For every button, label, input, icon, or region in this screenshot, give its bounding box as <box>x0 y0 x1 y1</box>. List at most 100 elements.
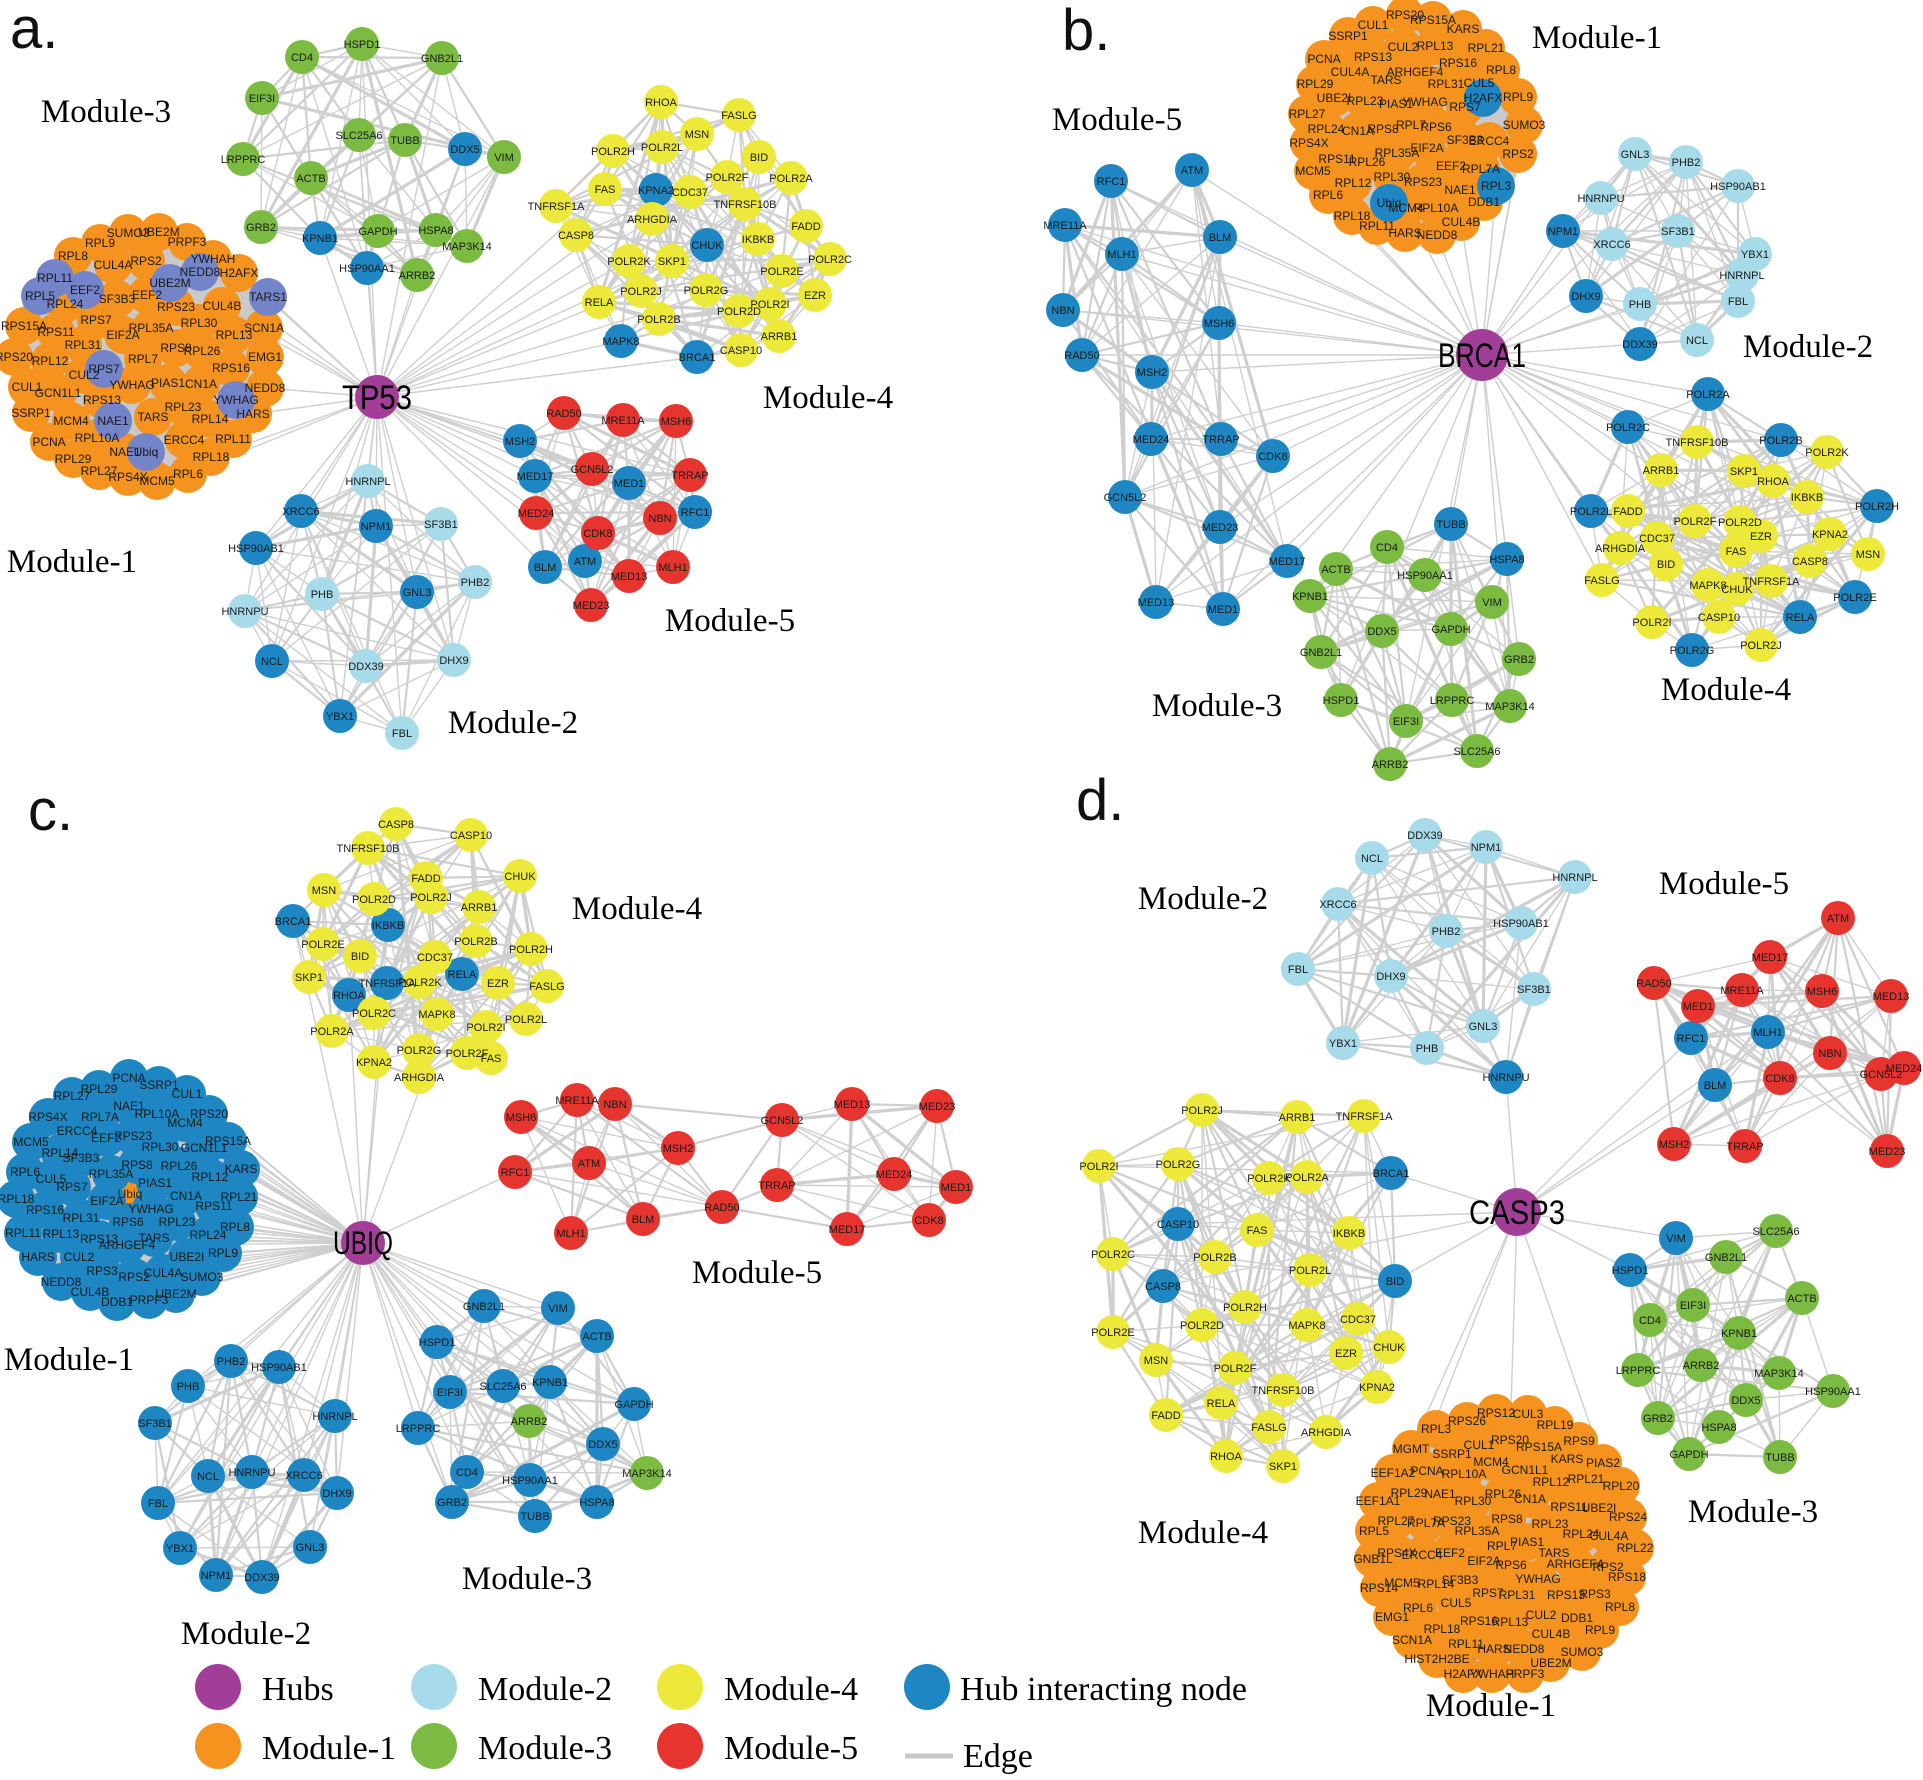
svg-text:RPL24: RPL24 <box>1308 122 1345 136</box>
svg-text:MRE11A: MRE11A <box>555 1095 599 1107</box>
svg-text:RPL8: RPL8 <box>1605 1600 1635 1614</box>
svg-text:SF3B3: SF3B3 <box>63 1151 100 1165</box>
svg-text:RPS16: RPS16 <box>212 361 250 375</box>
svg-text:RPS2: RPS2 <box>118 1270 150 1284</box>
svg-text:MED1: MED1 <box>614 478 645 490</box>
svg-text:RELA: RELA <box>1207 1398 1236 1410</box>
svg-text:MED13: MED13 <box>1873 991 1910 1003</box>
svg-text:RPL21: RPL21 <box>1568 1472 1605 1486</box>
svg-text:TUBB: TUBB <box>520 1511 549 1523</box>
svg-text:GCN5L2: GCN5L2 <box>571 464 614 476</box>
svg-text:SF3B1: SF3B1 <box>424 519 458 531</box>
svg-text:KPNB1: KPNB1 <box>1721 1328 1757 1340</box>
svg-text:RPL29: RPL29 <box>1391 1486 1428 1500</box>
svg-text:HSP90AA1: HSP90AA1 <box>502 1475 558 1487</box>
svg-text:GNB1L: GNB1L <box>1353 1552 1393 1566</box>
svg-text:RPL3: RPL3 <box>1481 179 1511 193</box>
svg-text:POLR2C: POLR2C <box>352 1008 396 1020</box>
svg-text:ARRB2: ARRB2 <box>399 270 436 282</box>
svg-text:SSRP1: SSRP1 <box>11 406 51 420</box>
svg-text:RPL14: RPL14 <box>42 1146 79 1160</box>
svg-text:RPS15A: RPS15A <box>205 1134 251 1148</box>
svg-text:TNFRSF10B: TNFRSF10B <box>1252 1385 1315 1397</box>
svg-text:RPL24: RPL24 <box>1563 1527 1600 1541</box>
svg-text:RPS6: RPS6 <box>1495 1558 1527 1572</box>
svg-text:TNFRSF10B: TNFRSF10B <box>714 199 777 211</box>
svg-text:SKP1: SKP1 <box>1730 466 1758 478</box>
svg-text:RPL24: RPL24 <box>47 297 84 311</box>
svg-text:EIF3I: EIF3I <box>1680 1300 1706 1312</box>
svg-text:CUL5: CUL5 <box>1441 1596 1472 1610</box>
svg-text:LRPPRC: LRPPRC <box>1430 695 1475 707</box>
svg-text:b.: b. <box>1062 0 1110 63</box>
svg-text:CDK8: CDK8 <box>1258 451 1287 463</box>
svg-text:TRRAP: TRRAP <box>758 1180 795 1192</box>
svg-text:RPS8: RPS8 <box>121 1158 153 1172</box>
svg-text:RPL18: RPL18 <box>0 1192 35 1206</box>
svg-text:GNB2L1: GNB2L1 <box>1705 1252 1747 1264</box>
svg-text:CHUK: CHUK <box>1373 1342 1405 1354</box>
svg-text:HNRNPU: HNRNPU <box>1577 193 1624 205</box>
svg-text:Module-3: Module-3 <box>1152 688 1282 724</box>
svg-text:RPL31: RPL31 <box>1428 77 1465 91</box>
svg-text:EZR: EZR <box>487 978 509 990</box>
svg-text:RPL27: RPL27 <box>81 464 118 478</box>
svg-text:POLR2B: POLR2B <box>1193 1252 1236 1264</box>
svg-text:SF3B3: SF3B3 <box>99 292 136 306</box>
svg-text:DDX5: DDX5 <box>1367 626 1396 638</box>
svg-text:YWHAG: YWHAG <box>109 378 154 392</box>
svg-text:MCM4: MCM4 <box>1473 1455 1509 1469</box>
svg-text:Ubiq: Ubiq <box>1377 196 1402 210</box>
svg-text:RPL31: RPL31 <box>1499 1588 1536 1602</box>
svg-text:HSPA8: HSPA8 <box>418 225 453 237</box>
svg-text:GAPDH: GAPDH <box>1431 624 1470 636</box>
svg-text:CUL1: CUL1 <box>12 380 43 394</box>
svg-text:NCL: NCL <box>261 656 283 668</box>
svg-text:DHX9: DHX9 <box>439 655 468 667</box>
svg-text:RPS24: RPS24 <box>1609 1510 1647 1524</box>
svg-text:YWHAG: YWHAG <box>128 1202 173 1216</box>
svg-text:Module-2: Module-2 <box>478 1671 612 1708</box>
svg-text:RPS20: RPS20 <box>0 350 33 364</box>
svg-text:NEDD8: NEDD8 <box>1504 1642 1545 1656</box>
svg-text:NAE1: NAE1 <box>1444 183 1476 197</box>
svg-text:RPS7: RPS7 <box>56 1180 88 1194</box>
svg-text:Module-1: Module-1 <box>262 1730 396 1767</box>
svg-text:POLR2C: POLR2C <box>1091 1249 1135 1261</box>
svg-text:RPL10A: RPL10A <box>135 1107 180 1121</box>
svg-text:BID: BID <box>351 951 369 963</box>
svg-text:RPL10A: RPL10A <box>1442 1467 1487 1481</box>
svg-text:HSPD1: HSPD1 <box>419 1337 456 1349</box>
svg-text:ARHGDIA: ARHGDIA <box>1595 543 1646 555</box>
svg-text:RPL26: RPL26 <box>1349 155 1386 169</box>
svg-text:HSPD1: HSPD1 <box>344 39 381 51</box>
svg-text:ERCC4: ERCC4 <box>57 1124 98 1138</box>
svg-text:RPL8: RPL8 <box>220 1220 250 1234</box>
svg-text:Module-2: Module-2 <box>1743 329 1873 365</box>
svg-text:KPNB1: KPNB1 <box>532 1377 568 1389</box>
svg-text:GAPDH: GAPDH <box>1669 1449 1708 1461</box>
svg-text:CN1A: CN1A <box>185 377 217 391</box>
svg-text:CUL4B: CUL4B <box>1442 215 1481 229</box>
svg-text:POLR2D: POLR2D <box>717 306 761 318</box>
svg-text:TP53: TP53 <box>342 379 412 417</box>
svg-text:POLR2D: POLR2D <box>1180 1320 1224 1332</box>
svg-text:EZR: EZR <box>804 290 826 302</box>
svg-text:MED24: MED24 <box>1133 434 1170 446</box>
svg-text:MED1: MED1 <box>941 1182 972 1194</box>
svg-text:CUL4A: CUL4A <box>1590 1529 1629 1543</box>
svg-text:TNFRSF1A: TNFRSF1A <box>1743 576 1801 588</box>
svg-text:RPL21: RPL21 <box>1468 41 1505 55</box>
svg-text:RPL11: RPL11 <box>215 432 251 446</box>
svg-text:CASP10: CASP10 <box>1698 612 1740 624</box>
svg-text:MED13: MED13 <box>611 571 648 583</box>
svg-text:RPL23: RPL23 <box>1532 1517 1569 1531</box>
svg-text:POLR2E: POLR2E <box>1091 1327 1134 1339</box>
svg-text:RPL7: RPL7 <box>1487 1539 1517 1553</box>
svg-text:PIAS1: PIAS1 <box>1510 1535 1544 1549</box>
svg-text:RPL11: RPL11 <box>5 1226 41 1240</box>
svg-text:MSN: MSN <box>1144 1355 1169 1367</box>
svg-text:RPL23: RPL23 <box>159 1215 196 1229</box>
svg-text:RPS11: RPS11 <box>195 1199 232 1213</box>
svg-text:RFC1: RFC1 <box>681 507 710 519</box>
